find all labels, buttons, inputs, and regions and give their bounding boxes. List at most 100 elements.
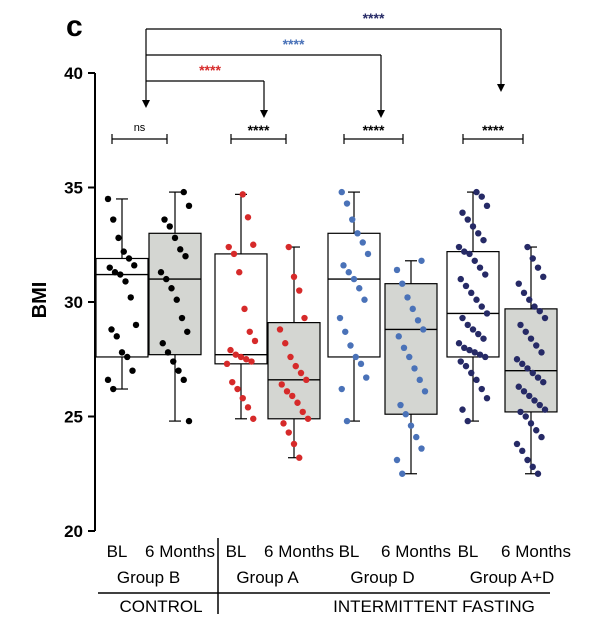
data-point <box>290 440 298 448</box>
data-point <box>359 239 366 246</box>
data-point <box>411 365 418 372</box>
data-point <box>243 356 250 363</box>
data-point <box>363 374 370 381</box>
data-point <box>177 246 184 253</box>
data-point <box>459 406 466 413</box>
data-point <box>227 346 234 354</box>
data-point <box>120 248 127 255</box>
category-label: 6 Months <box>501 542 571 561</box>
data-point <box>462 362 470 370</box>
data-point <box>287 353 294 361</box>
data-point <box>520 388 528 395</box>
within-group-bracket: **** <box>462 122 524 144</box>
data-point <box>304 415 312 422</box>
data-point <box>250 241 257 248</box>
data-point <box>414 317 422 324</box>
data-point <box>469 326 477 333</box>
data-point <box>129 367 136 374</box>
data-point <box>533 342 540 349</box>
data-point <box>459 314 466 322</box>
data-point <box>352 353 359 361</box>
box-group-b-6m <box>148 188 202 425</box>
data-point <box>285 429 292 436</box>
data-point <box>536 401 543 409</box>
data-point <box>529 255 536 262</box>
data-point <box>526 392 533 400</box>
data-point <box>461 344 468 351</box>
data-point <box>533 427 540 434</box>
data-point <box>229 378 236 386</box>
bracket-label: **** <box>482 122 504 138</box>
data-point <box>354 230 361 237</box>
data-point <box>185 417 193 425</box>
data-point <box>538 349 545 356</box>
group-label: Group D <box>350 568 414 587</box>
data-point <box>132 321 140 329</box>
data-point <box>232 351 239 358</box>
data-point <box>471 349 478 356</box>
data-point <box>248 358 255 365</box>
data-point <box>118 349 126 356</box>
data-point <box>356 285 363 292</box>
vs-control-bracket: **** <box>146 36 385 118</box>
data-point <box>522 413 529 420</box>
data-point <box>246 328 253 335</box>
vs-control-brackets: **** **** **** <box>142 10 505 118</box>
data-point <box>457 358 464 365</box>
data-point <box>280 420 287 427</box>
data-point <box>515 383 522 390</box>
data-point <box>278 381 285 388</box>
data-point <box>527 335 535 342</box>
data-point <box>340 262 347 269</box>
data-point <box>111 269 119 276</box>
data-point <box>416 376 423 384</box>
data-point <box>409 305 416 313</box>
data-point <box>464 216 471 223</box>
data-point <box>534 470 542 477</box>
data-point <box>343 200 351 207</box>
data-point <box>113 333 120 340</box>
data-point <box>397 401 404 409</box>
data-point <box>393 456 401 464</box>
box-group-a-6m <box>267 243 321 461</box>
data-point <box>529 369 536 377</box>
supergroup-label: CONTROL <box>119 597 202 616</box>
data-point <box>483 202 491 210</box>
data-point <box>541 406 549 413</box>
data-point <box>171 234 179 242</box>
data-point <box>342 328 349 335</box>
data-point <box>364 250 372 258</box>
data-point <box>250 415 257 422</box>
data-point <box>106 264 113 271</box>
data-point <box>283 388 291 395</box>
data-point <box>461 248 468 255</box>
data-point <box>476 351 484 358</box>
data-point <box>468 369 475 377</box>
y-tick-label: 35 <box>64 179 83 198</box>
data-point <box>455 243 463 251</box>
box-group-a-d-bl <box>446 188 500 425</box>
data-point <box>297 369 305 377</box>
data-point <box>519 447 526 455</box>
data-point <box>534 264 542 271</box>
data-point <box>473 376 480 384</box>
data-point <box>480 236 487 244</box>
data-point <box>534 374 542 381</box>
y-tick-label: 25 <box>64 408 83 427</box>
data-point <box>234 385 241 393</box>
data-point <box>345 269 352 276</box>
data-point <box>420 326 427 333</box>
category-label: BL <box>226 542 247 561</box>
data-point <box>475 330 482 338</box>
data-point <box>418 257 425 264</box>
data-point <box>462 282 470 290</box>
within-group-bracket: **** <box>230 122 287 144</box>
data-point <box>164 349 172 356</box>
box-iqr <box>267 322 321 420</box>
data-point <box>299 408 306 416</box>
data-point <box>184 328 191 335</box>
data-point <box>541 314 549 322</box>
data-point <box>159 340 166 347</box>
significance-brackets: ns **** **** **** **** **** **** <box>111 10 524 144</box>
data-point <box>464 321 471 329</box>
